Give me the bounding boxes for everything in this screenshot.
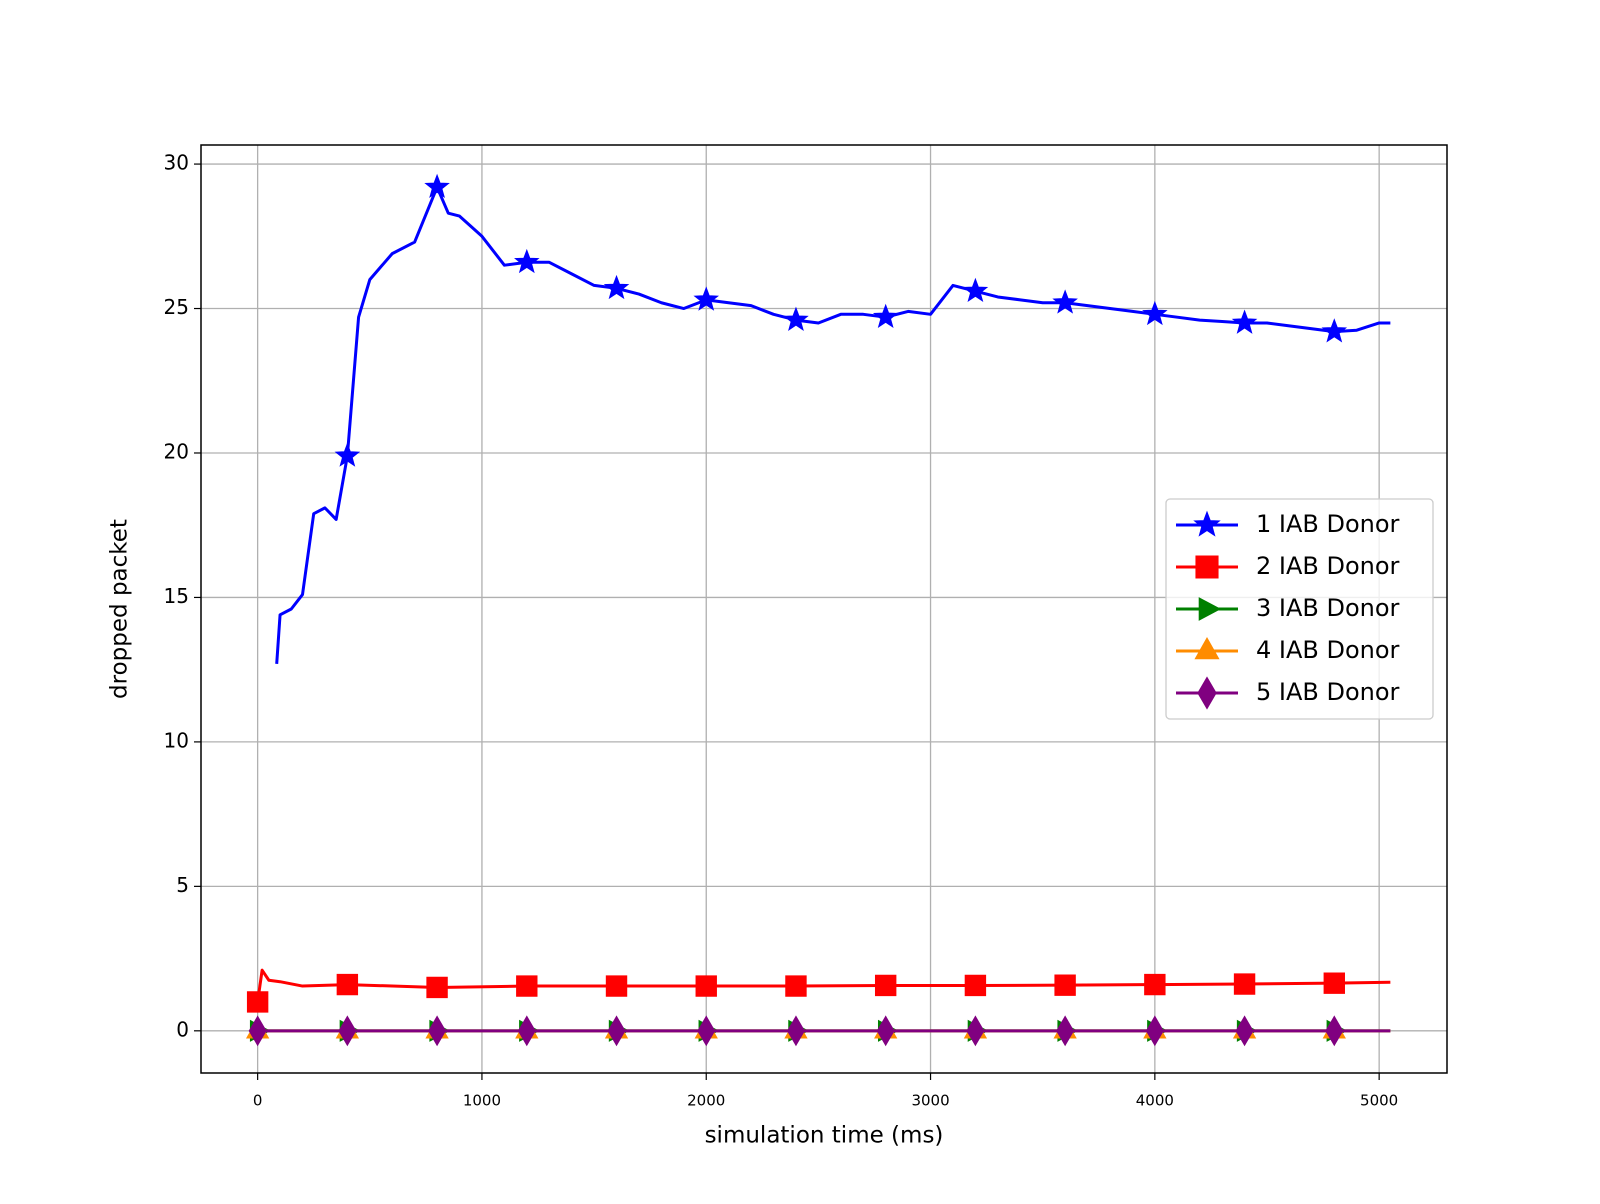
series-marker bbox=[246, 991, 269, 1013]
series-marker bbox=[514, 248, 540, 274]
series-marker bbox=[248, 1015, 267, 1047]
legend-label: 2 IAB Donor bbox=[1256, 552, 1400, 580]
y-tick-label: 5 bbox=[176, 873, 189, 897]
series-marker bbox=[424, 173, 450, 199]
series-marker bbox=[336, 973, 359, 996]
y-axis-label: dropped packet bbox=[107, 519, 133, 699]
legend-label: 4 IAB Donor bbox=[1256, 636, 1400, 664]
series-marker bbox=[697, 1015, 716, 1047]
series-marker bbox=[874, 974, 897, 997]
y-tick-label: 30 bbox=[164, 151, 189, 175]
series-marker bbox=[338, 1015, 357, 1047]
legend-marker bbox=[1198, 597, 1222, 621]
series-marker bbox=[428, 1015, 447, 1047]
series-marker bbox=[1054, 974, 1076, 996]
series-marker bbox=[426, 976, 448, 999]
series-marker bbox=[872, 303, 899, 329]
series-marker bbox=[1233, 973, 1256, 995]
y-tick-label: 0 bbox=[176, 1017, 189, 1041]
series-marker bbox=[876, 1015, 895, 1047]
x-tick-label: 3000 bbox=[911, 1092, 949, 1110]
series-marker bbox=[785, 975, 807, 997]
series-marker bbox=[607, 1015, 626, 1047]
series-marker bbox=[605, 975, 628, 997]
series-layer bbox=[245, 173, 1391, 1047]
y-tick-label: 20 bbox=[164, 439, 189, 463]
y-tick-label: 10 bbox=[164, 728, 189, 752]
plot-frame bbox=[200, 144, 1448, 1074]
series-marker bbox=[966, 1015, 985, 1047]
x-axis-label: simulation time (ms) bbox=[705, 1123, 944, 1149]
legend-box bbox=[1165, 498, 1434, 720]
series-marker bbox=[1323, 972, 1345, 994]
series-marker bbox=[695, 975, 717, 997]
legend-marker bbox=[1195, 555, 1219, 579]
series-marker bbox=[1145, 1015, 1164, 1047]
legend: 1 IAB Donor 2 IAB Donor 3 IAB Donor 4 IAB D… bbox=[1165, 498, 1434, 720]
series-marker bbox=[1144, 973, 1166, 996]
legend-label: 3 IAB Donor bbox=[1256, 594, 1400, 622]
series-marker bbox=[1052, 289, 1078, 314]
legend-label: 1 IAB Donor bbox=[1256, 510, 1400, 538]
series-marker bbox=[1325, 1015, 1344, 1047]
series-marker bbox=[962, 277, 989, 303]
x-tick-label: 0 bbox=[253, 1092, 263, 1110]
ticks: 0 1000 2000 3000 4000 5000 0 5 10 15 20 25 30 bbox=[164, 151, 1399, 1110]
series-marker bbox=[693, 286, 720, 311]
series-marker bbox=[603, 274, 630, 300]
y-tick-label: 15 bbox=[164, 584, 189, 608]
legend-label: 5 IAB Donor bbox=[1256, 678, 1400, 706]
series-line bbox=[275, 185, 1391, 664]
series-marker bbox=[516, 975, 538, 997]
series-line bbox=[256, 968, 1391, 1003]
legend-marker bbox=[1197, 676, 1217, 710]
y-tick-label: 25 bbox=[164, 295, 189, 319]
series-marker bbox=[1231, 309, 1258, 334]
series-marker bbox=[786, 1015, 805, 1047]
series-marker bbox=[783, 306, 809, 331]
series-marker bbox=[964, 974, 987, 997]
series-marker bbox=[1142, 300, 1168, 326]
x-tick-label: 1000 bbox=[463, 1092, 501, 1110]
series-marker bbox=[1321, 318, 1348, 343]
legend-marker bbox=[1193, 510, 1221, 537]
series-marker bbox=[517, 1015, 536, 1047]
series-marker bbox=[334, 442, 361, 467]
series-marker bbox=[1056, 1015, 1075, 1047]
x-tick-label: 4000 bbox=[1136, 1092, 1174, 1110]
legend-marker bbox=[1194, 636, 1220, 660]
series-marker bbox=[1235, 1015, 1254, 1047]
x-tick-label: 5000 bbox=[1360, 1092, 1398, 1110]
x-tick-label: 2000 bbox=[687, 1092, 725, 1110]
